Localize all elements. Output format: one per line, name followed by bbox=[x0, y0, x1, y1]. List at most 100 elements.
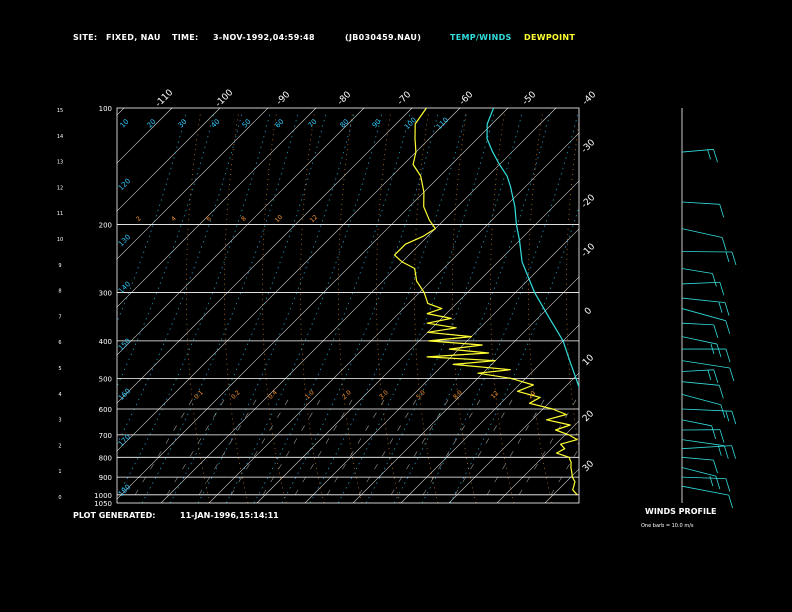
height-tick-label: 13 bbox=[57, 160, 63, 166]
site-label: SITE: bbox=[73, 33, 98, 42]
time-value: 3-NOV-1992,04:59:48 bbox=[213, 33, 315, 42]
wind-barb-flag bbox=[731, 445, 737, 459]
winds-profile-title: WINDS PROFILE bbox=[645, 507, 717, 516]
pressure-tick-label: 1000 bbox=[94, 492, 112, 500]
height-tick-label: 15 bbox=[57, 108, 63, 114]
mixing-ratio-label: 12 bbox=[309, 214, 319, 224]
plot-frame bbox=[116, 107, 580, 504]
wind-barb-flag bbox=[711, 425, 717, 439]
height-tick-label: 7 bbox=[58, 314, 61, 320]
wind-barb-staff bbox=[681, 381, 720, 386]
pressure-tick-label: 900 bbox=[99, 474, 112, 482]
temperature-trace bbox=[486, 108, 579, 389]
top-temp-tick-label: -80 bbox=[336, 90, 354, 108]
height-tick-label: 14 bbox=[57, 134, 63, 140]
pressure-tick-label: 300 bbox=[99, 290, 112, 298]
moist-adiabat-label: 160 bbox=[117, 387, 132, 402]
moist-adiabat-label: 40 bbox=[210, 118, 222, 130]
moist-adiabat-line bbox=[449, 206, 579, 503]
top-temp-tick-label: -60 bbox=[458, 90, 476, 108]
wind-barb-flag bbox=[716, 343, 722, 358]
wind-barb-flag bbox=[723, 445, 729, 459]
mixing-ratio-line bbox=[262, 394, 324, 496]
top-temp-tick-label: -40 bbox=[581, 90, 599, 108]
right-temp-tick-label: -30 bbox=[580, 138, 598, 156]
mixing-ratio-line bbox=[294, 394, 356, 496]
wind-barb-staff bbox=[681, 308, 726, 322]
wind-barb-staff bbox=[681, 419, 712, 427]
height-tick-label: 3 bbox=[58, 418, 61, 424]
pressure-tick-label: 600 bbox=[99, 406, 112, 414]
legend-temp-winds: TEMP/WINDS bbox=[450, 33, 512, 42]
wind-barb-staff bbox=[681, 456, 714, 461]
wind-barb-staff bbox=[681, 228, 723, 238]
wind-barb-staff bbox=[681, 281, 720, 285]
pressure-tick-label: 500 bbox=[99, 375, 112, 383]
wind-barb-flag bbox=[719, 282, 725, 296]
dry-adiabat-label: 8.0 bbox=[452, 389, 464, 401]
wind-barb-flag bbox=[725, 411, 730, 422]
wind-barb-staff bbox=[681, 148, 714, 153]
right-temp-tick-label: -10 bbox=[580, 242, 598, 260]
isotherm-line bbox=[544, 468, 579, 503]
barb-scale-note: One barb = 10.0 m/s bbox=[641, 523, 694, 529]
moist-adiabat-label: 110 bbox=[435, 116, 450, 131]
isotherm-line bbox=[160, 108, 557, 503]
height-tick-label: 6 bbox=[58, 340, 61, 346]
mixing-ratio-label: 6 bbox=[205, 215, 213, 223]
isotherm-line bbox=[117, 108, 269, 260]
moist-adiabat-label: 180 bbox=[117, 483, 132, 498]
moist-adiabat-line bbox=[141, 112, 299, 503]
moist-adiabat-label: 60 bbox=[274, 118, 286, 130]
isotherm-line bbox=[614, 68, 792, 530]
isotherm-line bbox=[117, 108, 173, 164]
moist-adiabat-line bbox=[169, 112, 327, 503]
moist-adiabat-line bbox=[365, 112, 523, 503]
wind-barb-flag bbox=[728, 495, 734, 509]
wind-barb-staff bbox=[681, 467, 716, 477]
isotherm-line bbox=[662, 68, 792, 530]
pressure-tick-label: 800 bbox=[99, 454, 112, 462]
dry-adiabat-line bbox=[300, 112, 325, 503]
plot-generated-value: 11-JAN-1996,15:14:11 bbox=[180, 511, 279, 520]
isotherm-line bbox=[117, 108, 461, 452]
dry-adiabat-line bbox=[490, 112, 515, 503]
mixing-ratio-line bbox=[422, 394, 484, 496]
moist-adiabat-line bbox=[117, 112, 187, 323]
wind-barb-flag bbox=[725, 478, 731, 492]
wind-barb-staff bbox=[681, 360, 730, 369]
dry-adiabat-label: 12 bbox=[490, 390, 500, 400]
dry-adiabat-label: 0.4 bbox=[267, 389, 279, 401]
wind-barb-flag bbox=[725, 251, 730, 263]
wind-barb-flag bbox=[720, 404, 726, 418]
isotherm-line bbox=[710, 68, 792, 530]
wind-barb-flag bbox=[713, 369, 719, 383]
height-tick-label: 2 bbox=[58, 443, 61, 449]
height-tick-label: 11 bbox=[57, 211, 63, 217]
moist-adiabat-label: 80 bbox=[339, 118, 351, 130]
time-label: TIME: bbox=[172, 33, 199, 42]
wind-barb-staff bbox=[681, 408, 732, 412]
moist-adiabat-line bbox=[117, 112, 215, 388]
right-temp-tick-label: 20 bbox=[581, 409, 596, 424]
moist-adiabat-line bbox=[309, 112, 467, 503]
wind-barb-staff bbox=[681, 336, 718, 345]
dry-adiabat-line bbox=[452, 112, 477, 503]
wind-barb-staff bbox=[681, 445, 732, 450]
wind-barb-flag bbox=[719, 204, 725, 218]
top-temp-tick-label: -70 bbox=[396, 90, 414, 108]
moist-adiabat-line bbox=[253, 112, 411, 503]
wind-barb-flag bbox=[731, 411, 737, 425]
wind-barb-flag bbox=[717, 445, 722, 456]
mixing-ratio-label: 8 bbox=[240, 215, 248, 223]
pressure-tick-label: 700 bbox=[99, 432, 112, 440]
wind-barb-staff bbox=[681, 393, 721, 406]
wind-barb-staff bbox=[681, 476, 726, 480]
moist-adiabat-line bbox=[225, 112, 383, 503]
wind-barb-flag bbox=[713, 324, 719, 338]
moist-adiabat-label: 90 bbox=[371, 118, 383, 130]
mixing-ratio-line bbox=[198, 394, 260, 496]
dry-adiabat-line bbox=[680, 113, 704, 503]
dry-adiabat-line bbox=[224, 112, 249, 503]
